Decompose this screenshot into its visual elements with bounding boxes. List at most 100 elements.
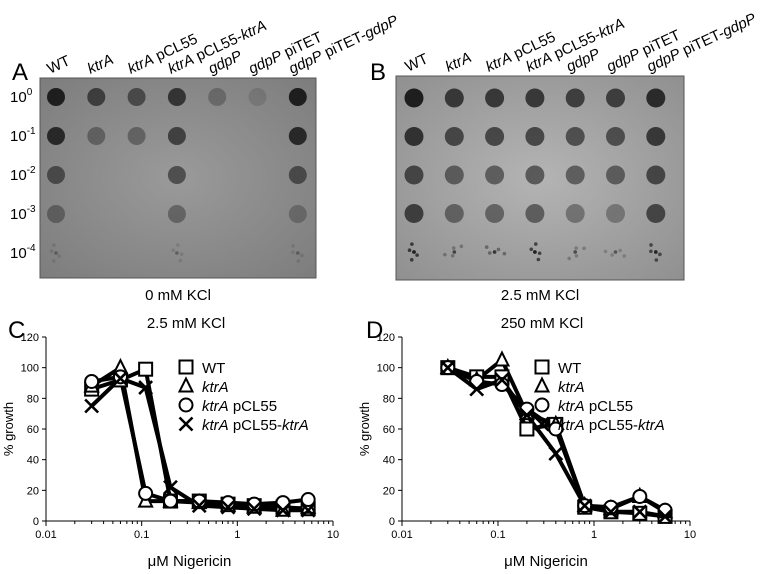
colony bbox=[654, 258, 659, 262]
marker bbox=[138, 361, 154, 377]
colony bbox=[533, 250, 537, 254]
spot bbox=[485, 127, 505, 146]
spot bbox=[167, 166, 186, 184]
marker bbox=[632, 504, 648, 520]
spot bbox=[525, 204, 545, 223]
spot bbox=[127, 88, 146, 106]
colony bbox=[296, 251, 300, 255]
marker bbox=[548, 421, 564, 437]
y-axis-label: % growth bbox=[1, 402, 16, 456]
y-tick-label: 20 bbox=[383, 485, 395, 497]
spot bbox=[248, 88, 267, 106]
spot bbox=[444, 127, 464, 146]
colony bbox=[49, 249, 54, 254]
legend-label: ktrA bbox=[202, 379, 229, 396]
marker bbox=[246, 501, 262, 517]
spot bbox=[485, 204, 505, 223]
spot bbox=[87, 127, 106, 145]
colony bbox=[300, 253, 304, 258]
marker bbox=[300, 502, 316, 518]
colony bbox=[613, 250, 618, 254]
colony bbox=[533, 242, 538, 246]
spot bbox=[288, 127, 307, 145]
row-label: 100 bbox=[10, 87, 33, 106]
colony bbox=[492, 250, 497, 254]
marker bbox=[632, 488, 648, 504]
colony bbox=[496, 247, 501, 252]
colony bbox=[573, 250, 577, 254]
colony bbox=[410, 242, 414, 246]
colony bbox=[574, 246, 578, 250]
spot bbox=[525, 165, 545, 185]
marker bbox=[534, 359, 550, 375]
colony bbox=[54, 251, 58, 255]
row-label: 10-1 bbox=[10, 126, 36, 145]
spot bbox=[606, 88, 625, 108]
spot bbox=[288, 166, 307, 184]
marker bbox=[603, 499, 619, 515]
colony bbox=[171, 248, 176, 253]
colony bbox=[175, 251, 179, 255]
legend-label: WT bbox=[558, 360, 581, 377]
spot bbox=[47, 127, 65, 145]
marker bbox=[162, 493, 178, 509]
marker bbox=[220, 495, 236, 511]
chart-title: 2.5 mM KCl bbox=[147, 315, 225, 332]
marker bbox=[603, 504, 619, 520]
colony bbox=[57, 254, 61, 258]
column-label: WT bbox=[403, 50, 431, 75]
x-tick-label: 10 bbox=[327, 529, 339, 541]
colony bbox=[54, 251, 58, 255]
plate bbox=[395, 75, 685, 281]
marker bbox=[178, 359, 194, 375]
spot bbox=[565, 127, 585, 146]
y-tick-label: 100 bbox=[377, 363, 395, 375]
colony bbox=[613, 250, 618, 254]
spot bbox=[208, 88, 227, 106]
colony bbox=[452, 250, 457, 254]
colony bbox=[291, 250, 295, 255]
spot bbox=[404, 165, 424, 185]
y-tick-label: 0 bbox=[389, 516, 395, 528]
marker bbox=[191, 493, 207, 509]
colony bbox=[582, 246, 586, 251]
spot bbox=[646, 165, 666, 185]
y-tick-label: 80 bbox=[27, 393, 39, 405]
row-base: 10 bbox=[10, 167, 27, 184]
y-tick-label: 0 bbox=[33, 516, 39, 528]
spot bbox=[565, 88, 585, 108]
panel-letter: B bbox=[370, 59, 386, 86]
spot bbox=[47, 166, 65, 184]
colony bbox=[296, 251, 300, 255]
marker bbox=[84, 398, 100, 414]
column-label: ktrA bbox=[443, 49, 474, 76]
series-line bbox=[91, 374, 309, 507]
colony bbox=[451, 246, 456, 250]
panel-letter: C bbox=[8, 317, 25, 344]
y-tick-label: 100 bbox=[21, 363, 39, 375]
colony bbox=[654, 250, 658, 254]
marker bbox=[519, 421, 535, 437]
colony bbox=[502, 251, 507, 256]
spot bbox=[47, 88, 65, 106]
spot bbox=[404, 127, 424, 146]
marker bbox=[191, 498, 207, 514]
colony bbox=[409, 257, 414, 262]
plate-caption: 2.5 mM KCl bbox=[501, 287, 579, 304]
column-label: WT bbox=[45, 52, 73, 77]
colony bbox=[492, 250, 497, 254]
x-tick-label: 0.01 bbox=[391, 529, 412, 541]
row-base: 10 bbox=[10, 89, 27, 106]
legend-label: ktrA pCL55 bbox=[558, 398, 633, 415]
spot bbox=[404, 204, 424, 223]
y-axis-label: % growth bbox=[357, 402, 372, 456]
series-line bbox=[447, 365, 666, 519]
colony bbox=[443, 252, 447, 257]
spot bbox=[525, 88, 545, 108]
marker bbox=[163, 479, 178, 495]
colony bbox=[658, 252, 662, 257]
spot bbox=[288, 205, 307, 223]
spot bbox=[565, 204, 585, 223]
x-tick-label: 10 bbox=[684, 529, 696, 541]
